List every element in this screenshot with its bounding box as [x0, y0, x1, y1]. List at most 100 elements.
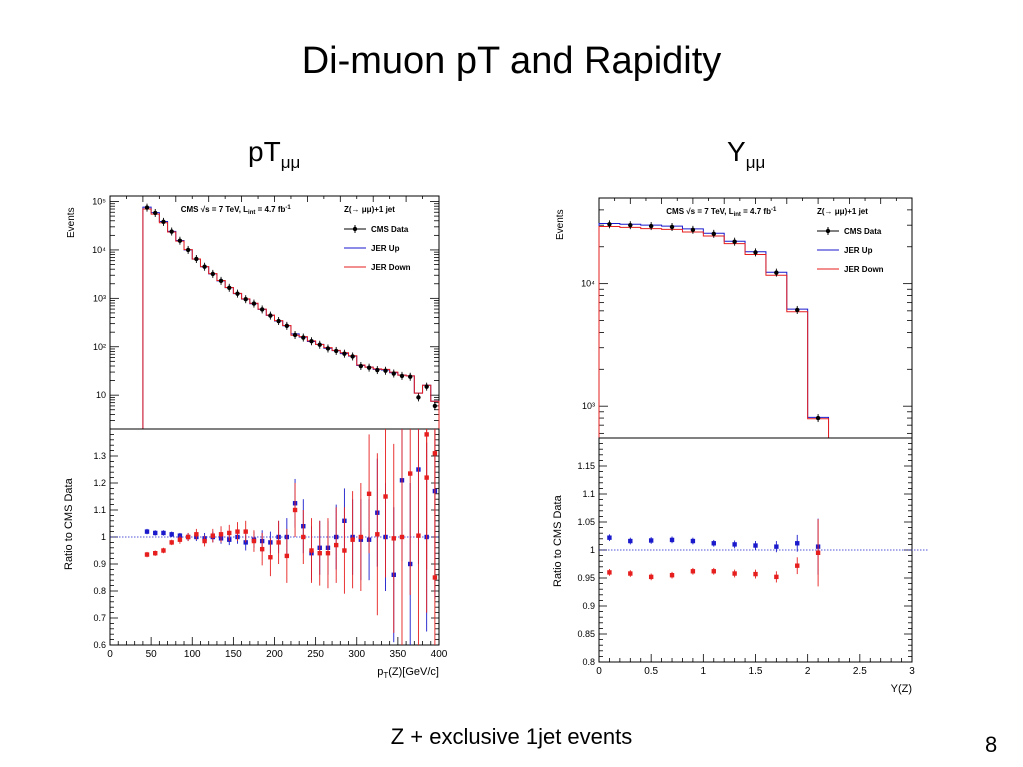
legend-data-marker — [825, 228, 831, 234]
data-point — [690, 227, 696, 233]
y-tick-label: 1.1 — [582, 489, 595, 499]
jer-down-ratio-point — [815, 550, 821, 555]
data-point — [753, 250, 758, 255]
process-label: Z(→ μμ)+1 jet — [817, 207, 868, 216]
jer-down-ratio-point — [690, 569, 696, 574]
x-tick-label: 200 — [266, 649, 283, 660]
jer-up-ratio-point — [711, 541, 716, 546]
jer-up-ratio-point — [144, 529, 150, 534]
y-tick-label: 1.1 — [93, 505, 106, 515]
data-point — [648, 223, 654, 229]
jer-down-ratio-point — [268, 555, 273, 560]
y-tick-label: 1.3 — [93, 451, 106, 461]
jer-down-ratio-point — [301, 534, 306, 540]
jer-up-histogram — [598, 222, 830, 438]
x-label-sub: T — [383, 671, 388, 680]
jer-down-ratio-point — [399, 534, 405, 540]
jer-down-ratio-point — [276, 540, 281, 545]
data-point — [243, 296, 248, 302]
jer-down-ratio-point — [383, 494, 388, 499]
right-heading-sub: μμ — [745, 153, 766, 172]
data-point — [424, 384, 429, 389]
data-point — [383, 368, 388, 373]
data-point — [399, 373, 405, 379]
jer-down-ratio-point — [218, 532, 224, 537]
data-point — [391, 371, 396, 376]
jer-down-ratio-point — [292, 507, 298, 513]
cms-annotation: CMS √s = 7 TeV, Lint = 4.7 fb-1 — [181, 205, 292, 216]
y-axis-label: Events — [66, 207, 77, 238]
x-tick-label: 2 — [805, 666, 811, 677]
lumi-sub: int — [734, 212, 741, 218]
jer-down-ratio-point — [391, 536, 396, 541]
y-tick-label: 0.95 — [577, 573, 595, 583]
jer-down-ratio-point — [366, 491, 372, 496]
data-point — [276, 318, 281, 324]
jer-down-ratio-point — [732, 571, 737, 576]
y-tick-label: 0.8 — [93, 586, 106, 596]
legend-entry: JER Down — [844, 265, 884, 274]
jer-down-ratio-point — [408, 471, 413, 476]
cms-annotation: CMS √s = 7 TeV, Lint = 4.7 fb-1 — [666, 207, 777, 218]
jer-down-ratio-point — [432, 451, 438, 456]
x-tick-label: 3 — [909, 666, 915, 677]
y-tick-label: 10³ — [93, 293, 106, 303]
slide-title: Di-muon pT and Rapidity — [301, 40, 722, 82]
data-point — [795, 307, 800, 313]
legend-entry: CMS Data — [371, 225, 409, 234]
x-tick-label: 1 — [701, 666, 707, 677]
x-axis-label: Y(Z) — [891, 683, 912, 695]
slide-caption: Z + exclusive 1jet events — [390, 724, 633, 749]
jer-down-histogram — [142, 208, 440, 429]
jer-up-ratio-point — [153, 530, 158, 536]
jer-down-ratio-point — [774, 574, 779, 580]
y-tick-label: 0.6 — [93, 640, 106, 650]
y-axis-label: Ratio to CMS Data — [63, 477, 75, 570]
data-point — [153, 210, 158, 216]
jer-up-histogram — [142, 206, 440, 429]
jer-down-ratio-point — [358, 534, 364, 540]
right-heading-main: Y — [727, 136, 746, 167]
y-tick-label: 10³ — [582, 401, 595, 411]
data-point — [185, 247, 191, 253]
data-point — [366, 365, 372, 370]
data-point — [210, 271, 216, 277]
jer-down-ratio-point — [177, 537, 183, 542]
jer-up-ratio-point — [774, 544, 779, 549]
pt-ratio-group: 0.6 0.7 0.8 0.9 1 1.1 1.2 1.3 0 50 100 150 200 250 300… — [63, 428, 448, 680]
lumi-value: = 4.7 fb — [741, 207, 771, 216]
data-point — [607, 222, 612, 227]
data-point — [358, 363, 364, 369]
jer-down-ratio-point — [350, 537, 355, 542]
legend-data-marker — [352, 226, 358, 232]
jer-down-ratio-point — [161, 548, 166, 553]
x-tick-label: 50 — [146, 649, 158, 660]
jer-down-histogram — [598, 225, 830, 438]
x-tick-label: 1.5 — [749, 666, 763, 677]
jer-down-ratio-point — [185, 534, 191, 540]
jer-up-ratio-point — [669, 537, 675, 543]
jer-down-ratio-point — [628, 571, 633, 576]
x-tick-label: 150 — [225, 649, 242, 660]
jer-up-ratio-point — [169, 532, 174, 537]
x-axis-label: pT(Z)[GeV/c] — [377, 666, 439, 680]
data-point — [268, 313, 273, 318]
left-panel-heading: pTμμ — [248, 136, 300, 173]
lumi-value: = 4.7 fb — [255, 205, 285, 214]
lumi-sup: -1 — [771, 207, 777, 213]
jer-up-ratio-point — [753, 543, 758, 548]
jer-up-ratio-point — [690, 538, 696, 544]
data-point — [375, 367, 380, 373]
rapidity-ratio-group: 0.8 0.85 0.9 0.95 1 1.05 1.1 1.15 0 0.5 1 1.5 2 2.5 3 R… — [552, 437, 928, 695]
data-point — [774, 270, 779, 275]
legend-entry: JER Up — [371, 244, 400, 253]
x-tick-label: 300 — [348, 649, 365, 660]
x-tick-label: 0 — [107, 649, 113, 660]
jer-down-ratio-point — [259, 546, 265, 552]
jer-down-ratio-point — [375, 532, 380, 537]
left-heading-sub: μμ — [280, 153, 301, 172]
pt-distribution-group: 10 10² 10³ 10⁴ 10⁵ Events CMS √s = 7 TeV, Lint… — [66, 195, 440, 430]
jer-down-ratio-point — [309, 548, 314, 553]
data-point — [251, 301, 257, 306]
